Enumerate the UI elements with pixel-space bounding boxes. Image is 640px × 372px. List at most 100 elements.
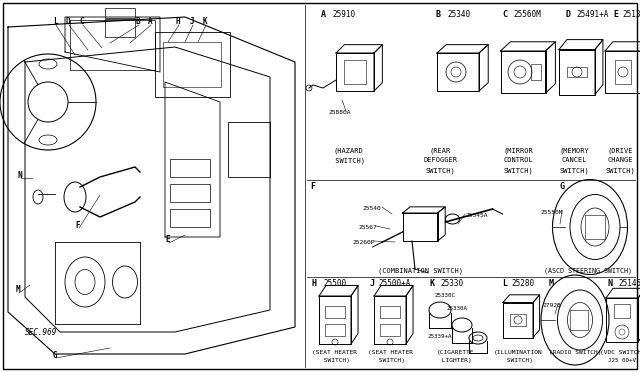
Polygon shape xyxy=(406,285,413,344)
Text: 25330: 25330 xyxy=(440,279,463,288)
Text: 25330A: 25330A xyxy=(447,306,468,311)
Text: CONTROL: CONTROL xyxy=(503,157,533,163)
Polygon shape xyxy=(374,285,413,296)
Text: 25560M: 25560M xyxy=(513,10,541,19)
Text: 25500+A: 25500+A xyxy=(378,279,410,288)
Text: G: G xyxy=(560,182,565,191)
Text: C: C xyxy=(502,10,507,19)
Text: 25130M: 25130M xyxy=(622,10,640,19)
Text: SWITCH): SWITCH) xyxy=(605,167,635,173)
Polygon shape xyxy=(374,45,382,91)
Text: 25145P: 25145P xyxy=(618,279,640,288)
Bar xyxy=(503,302,533,337)
Bar xyxy=(437,53,479,91)
Text: 25550M: 25550M xyxy=(540,210,563,215)
Text: L: L xyxy=(502,279,507,288)
Text: (COMBINATION SWITCH): (COMBINATION SWITCH) xyxy=(378,267,463,273)
Text: J25 00+V: J25 00+V xyxy=(608,358,636,363)
Text: D: D xyxy=(565,10,570,19)
Polygon shape xyxy=(437,45,488,53)
Text: (MIRROR: (MIRROR xyxy=(503,147,533,154)
Text: (MEMORY: (MEMORY xyxy=(559,147,589,154)
Text: LIGHTER): LIGHTER) xyxy=(438,358,472,363)
Text: SWITCH): SWITCH) xyxy=(425,167,455,173)
Text: K: K xyxy=(203,17,207,26)
Bar xyxy=(614,304,630,318)
Bar xyxy=(155,32,230,97)
Bar xyxy=(567,67,587,77)
Bar xyxy=(325,324,345,336)
Text: M: M xyxy=(549,279,554,288)
Polygon shape xyxy=(606,288,640,298)
Polygon shape xyxy=(438,207,445,241)
Text: 25260P: 25260P xyxy=(352,240,374,245)
Text: A: A xyxy=(321,10,326,19)
Bar xyxy=(70,20,155,70)
Text: SWITCH): SWITCH) xyxy=(331,157,365,164)
Bar xyxy=(344,60,367,84)
Text: CHANGE: CHANGE xyxy=(607,157,633,163)
Text: 25567: 25567 xyxy=(358,225,377,230)
Text: 25491+A: 25491+A xyxy=(576,10,609,19)
Text: E: E xyxy=(613,10,618,19)
Text: G: G xyxy=(52,350,58,359)
Text: B: B xyxy=(436,10,441,19)
Bar xyxy=(500,51,545,93)
Text: 25500: 25500 xyxy=(323,279,346,288)
Bar xyxy=(170,184,210,202)
Text: H: H xyxy=(312,279,317,288)
Text: (SEAT HEATER: (SEAT HEATER xyxy=(312,350,358,355)
Text: 25910: 25910 xyxy=(332,10,355,19)
Bar xyxy=(325,306,345,318)
Text: B: B xyxy=(136,17,140,26)
Bar xyxy=(531,64,541,80)
Polygon shape xyxy=(479,45,488,91)
Text: E: E xyxy=(166,235,170,244)
Text: SWITCH): SWITCH) xyxy=(503,358,533,363)
Text: SWITCH): SWITCH) xyxy=(375,358,405,363)
Text: (CIGARETTE: (CIGARETTE xyxy=(436,350,474,355)
Bar xyxy=(559,49,595,94)
Text: 25280: 25280 xyxy=(511,279,534,288)
Text: J: J xyxy=(189,17,195,26)
Text: K: K xyxy=(430,279,435,288)
Polygon shape xyxy=(545,42,556,93)
Polygon shape xyxy=(500,42,556,51)
Bar xyxy=(374,296,406,344)
Text: H: H xyxy=(176,17,180,26)
Text: (REAR: (REAR xyxy=(429,147,451,154)
Text: 25545A: 25545A xyxy=(465,213,488,218)
Bar xyxy=(380,306,400,318)
Polygon shape xyxy=(533,295,540,337)
Text: 25340: 25340 xyxy=(447,10,470,19)
Text: N: N xyxy=(18,170,22,180)
Text: 25880A: 25880A xyxy=(328,110,351,115)
Bar xyxy=(570,310,588,330)
Text: (RADIO SWITCH): (RADIO SWITCH) xyxy=(548,350,601,355)
Text: SWITCH): SWITCH) xyxy=(559,167,589,173)
Polygon shape xyxy=(559,39,603,49)
Text: 25339+A: 25339+A xyxy=(428,334,452,339)
Text: (ILLUMINATION: (ILLUMINATION xyxy=(493,350,542,355)
Text: N: N xyxy=(608,279,613,288)
Polygon shape xyxy=(595,39,603,94)
Bar xyxy=(228,122,270,177)
Polygon shape xyxy=(336,45,382,53)
Text: F: F xyxy=(310,182,315,191)
Text: (ASCD STEERING SWITCH): (ASCD STEERING SWITCH) xyxy=(544,267,632,273)
Text: 25540: 25540 xyxy=(362,206,381,211)
Bar xyxy=(105,8,135,18)
Bar xyxy=(380,324,400,336)
Polygon shape xyxy=(605,42,640,51)
Text: (HAZARD: (HAZARD xyxy=(333,147,363,154)
Bar xyxy=(170,209,210,227)
Polygon shape xyxy=(351,285,358,344)
Bar xyxy=(615,60,631,84)
Polygon shape xyxy=(403,207,445,213)
Text: M: M xyxy=(16,285,20,295)
Text: C: C xyxy=(80,17,84,26)
Polygon shape xyxy=(319,285,358,296)
Bar xyxy=(605,51,640,93)
Text: D: D xyxy=(66,17,70,26)
Bar xyxy=(510,314,526,326)
